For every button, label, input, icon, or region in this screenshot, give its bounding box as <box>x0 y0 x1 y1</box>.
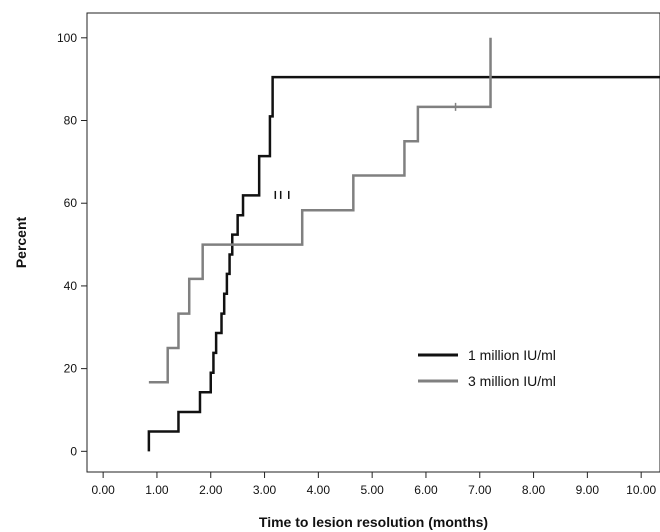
legend-label: 3 million IU/ml <box>468 373 556 389</box>
x-tick-label: 4.00 <box>307 483 331 497</box>
x-tick-label: 3.00 <box>253 483 277 497</box>
series-layer <box>147 37 660 452</box>
plot-frame <box>86 12 660 473</box>
x-tick-label: 2.00 <box>199 483 223 497</box>
x-tick-label: 0.00 <box>91 483 115 497</box>
legend-label: 1 million IU/ml <box>468 347 556 363</box>
legend: 1 million IU/ml 3 million IU/ml <box>418 347 556 389</box>
y-axis-title: Percent <box>13 216 29 268</box>
y-tick-label: 20 <box>64 362 78 376</box>
x-tick-label: 10.00 <box>626 483 656 497</box>
x-tick-label: 7.00 <box>468 483 492 497</box>
series-line-1 <box>148 37 492 384</box>
axes: 0.00 1.00 2.00 3.00 4.00 5.00 6.00 7.00 8.00 9.00… <box>57 12 660 497</box>
y-tick-label: 60 <box>64 196 78 210</box>
y-tick-label: 40 <box>64 279 78 293</box>
y-tick-label: 0 <box>70 444 77 458</box>
x-tick-label: 6.00 <box>414 483 438 497</box>
x-tick-label: 1.00 <box>145 483 169 497</box>
x-axis-title: Time to lesion resolution (months) <box>259 514 488 530</box>
series-line-0 <box>147 75 660 452</box>
y-tick-label: 100 <box>57 31 77 45</box>
x-tick-label: 9.00 <box>576 483 600 497</box>
censor-marks <box>274 102 457 199</box>
x-tick-label: 5.00 <box>360 483 384 497</box>
x-tick-label: 8.00 <box>522 483 546 497</box>
y-tick-label: 80 <box>64 114 78 128</box>
